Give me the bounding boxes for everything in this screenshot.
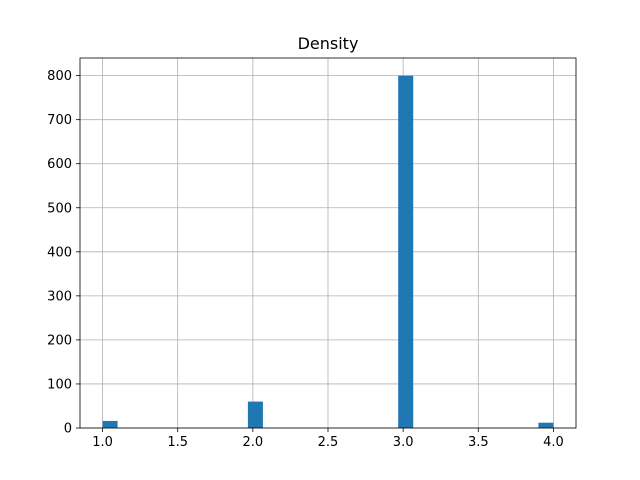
- x-tick-label: 4.0: [543, 435, 564, 450]
- histogram-bars: [102, 75, 554, 428]
- y-tick-label: 100: [47, 377, 72, 392]
- y-tick-label: 800: [47, 69, 72, 84]
- y-tick-label: 400: [47, 245, 72, 260]
- y-tick-label: 700: [47, 113, 72, 128]
- x-axis-ticks: 1.0 1.5 2.0 2.5 3.0 3.5 4.0: [92, 428, 564, 450]
- histogram-bar: [247, 401, 263, 428]
- y-tick-label: 600: [47, 157, 72, 172]
- y-tick-label: 0: [64, 422, 72, 437]
- x-tick-label: 3.0: [393, 435, 414, 450]
- x-tick-label: 3.5: [468, 435, 489, 450]
- x-tick-label: 2.0: [243, 435, 264, 450]
- y-tick-label: 300: [47, 289, 72, 304]
- x-tick-label: 2.5: [318, 435, 339, 450]
- y-tick-label: 500: [47, 201, 72, 216]
- histogram-bar: [398, 75, 414, 428]
- x-tick-label: 1.5: [167, 435, 188, 450]
- plot-area: 1.0 1.5 2.0 2.5 3.0 3.5 4.0 0 100 200 300 400 500 60…: [47, 57, 577, 450]
- y-tick-label: 200: [47, 333, 72, 348]
- histogram-bar: [538, 422, 554, 428]
- y-axis-ticks: 0 100 200 300 400 500 600 700 800: [47, 69, 80, 437]
- chart-title: Density: [298, 34, 359, 53]
- histogram-bar: [102, 420, 118, 428]
- x-tick-label: 1.0: [92, 435, 113, 450]
